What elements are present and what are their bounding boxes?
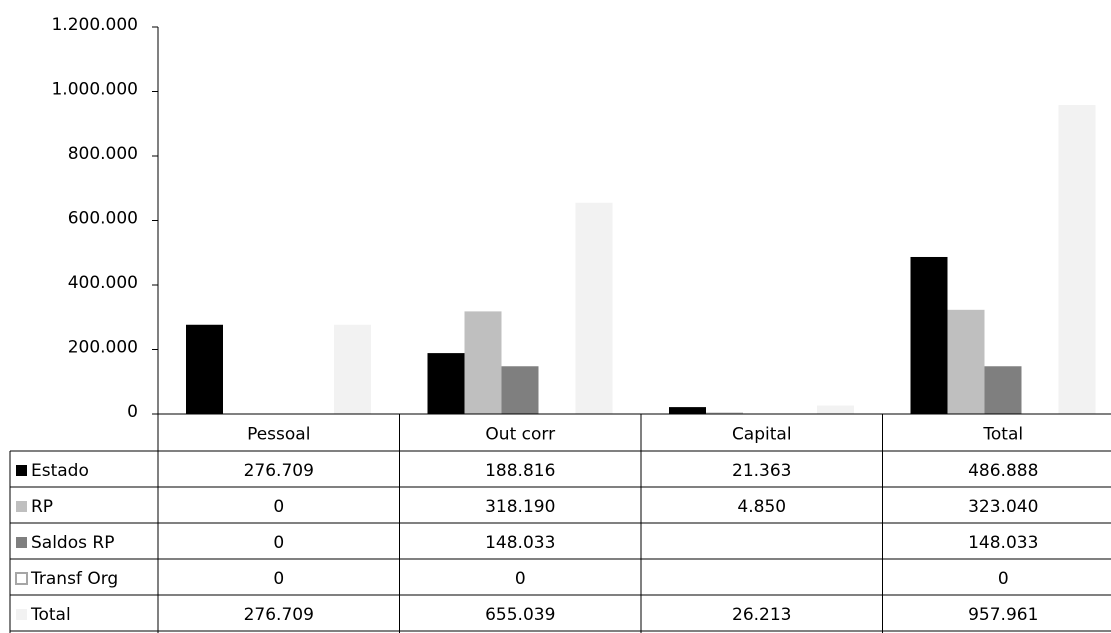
legend-label: Estado xyxy=(31,461,89,481)
y-tick-label: 0 xyxy=(127,402,138,422)
table-cell: 26.213 xyxy=(732,605,791,625)
bar xyxy=(501,366,539,414)
bar xyxy=(947,309,985,414)
x-tick-label: Total xyxy=(982,425,1023,445)
bar xyxy=(464,311,502,414)
table-cell: 21.363 xyxy=(732,461,791,481)
table-cell: 655.039 xyxy=(485,605,555,625)
table-cell: 148.033 xyxy=(968,533,1038,553)
bar xyxy=(706,412,743,414)
legend-label: Total xyxy=(30,605,71,625)
table-cell: 0 xyxy=(273,533,284,553)
table-cell: 486.888 xyxy=(968,461,1038,481)
x-tick-label: Pessoal xyxy=(247,425,310,445)
y-tick-label: 400.000 xyxy=(68,273,138,293)
bar xyxy=(669,407,706,414)
bar xyxy=(575,202,613,414)
table-cell: 318.190 xyxy=(485,497,555,517)
bar xyxy=(427,353,465,414)
table-cell: 323.040 xyxy=(968,497,1038,517)
legend-key xyxy=(16,609,27,620)
bar xyxy=(1058,105,1096,414)
y-tick-label: 200.000 xyxy=(68,338,138,358)
table-cell: 0 xyxy=(273,497,284,517)
legend-key xyxy=(16,465,27,476)
table-cell: 276.709 xyxy=(244,605,314,625)
y-tick-label: 800.000 xyxy=(68,144,138,164)
bar xyxy=(984,366,1022,414)
table-cell: 4.850 xyxy=(737,497,786,517)
table-cell: 188.816 xyxy=(485,461,555,481)
legend-label: RP xyxy=(31,497,53,517)
bar xyxy=(186,324,223,414)
table-cell: 957.961 xyxy=(968,605,1038,625)
legend-key xyxy=(16,537,27,548)
table-cell: 276.709 xyxy=(244,461,314,481)
legend-label: Transf Org xyxy=(30,569,118,589)
bar xyxy=(910,256,948,414)
y-tick-label: 1.200.000 xyxy=(51,15,138,35)
table-cell: 0 xyxy=(273,569,284,589)
legend-label: Saldos RP xyxy=(31,533,114,553)
bar xyxy=(334,324,371,414)
table-cell: 0 xyxy=(515,569,526,589)
legend-key xyxy=(15,572,28,585)
y-tick-label: 1.000.000 xyxy=(51,80,138,100)
y-tick-label: 600.000 xyxy=(68,209,138,229)
table-cell: 0 xyxy=(998,569,1009,589)
x-tick-label: Capital xyxy=(732,425,792,445)
legend-key xyxy=(16,501,27,512)
table-cell: 148.033 xyxy=(485,533,555,553)
x-tick-label: Out corr xyxy=(485,425,555,445)
bar xyxy=(817,405,854,414)
